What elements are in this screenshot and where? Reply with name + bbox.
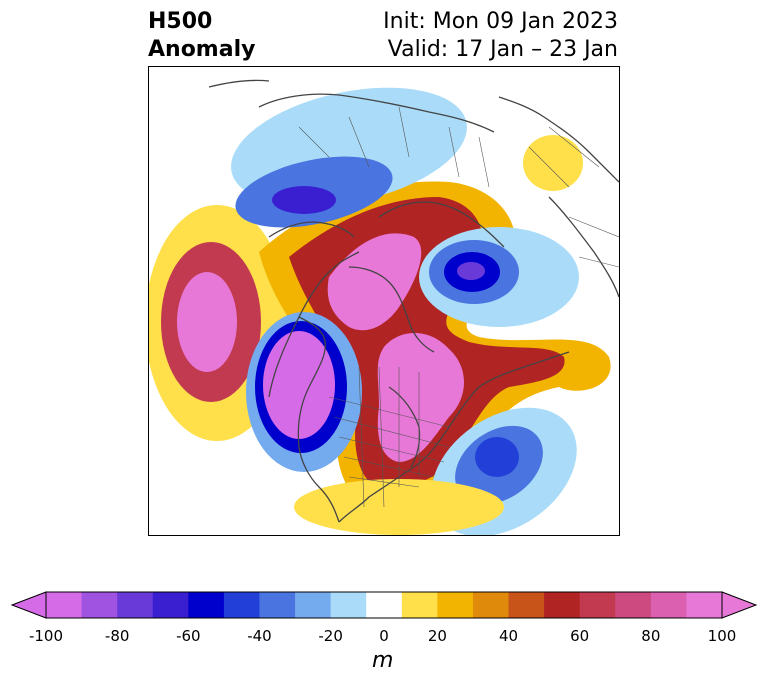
colorbar-segment	[152, 592, 189, 618]
valid-date: Valid: 17 Jan – 23 Jan	[387, 37, 618, 62]
colorbar-segment	[508, 592, 545, 618]
colorbar-tick-label: -40	[247, 627, 272, 645]
colorbar-tick-label: 80	[641, 627, 661, 645]
colorbar-segment	[117, 592, 154, 618]
colorbar	[10, 591, 758, 619]
colorbar-tick-label: 20	[427, 627, 447, 645]
colorbar-segment	[46, 592, 83, 618]
positive-anomaly-east	[523, 135, 583, 191]
negative-anomaly-siberia-core	[272, 186, 336, 214]
colorbar-segment	[295, 592, 332, 618]
colorbar-segment	[188, 592, 225, 618]
colorbar-tick-label: 60	[570, 627, 590, 645]
colorbar-segment	[579, 592, 616, 618]
colorbar-tick-label: -80	[104, 627, 130, 645]
colorbar-tick-label: 100	[707, 627, 737, 645]
colorbar-tick-label: -100	[28, 627, 64, 645]
colorbar-segment	[259, 592, 296, 618]
negative-anomaly-pacific-core	[263, 331, 335, 439]
colorbar-segment	[401, 592, 438, 618]
political-borders	[298, 106, 619, 508]
colorbar-segment	[615, 592, 652, 618]
init-date: Init: Mon 09 Jan 2023	[383, 9, 618, 34]
colorbar-segment	[472, 592, 510, 618]
positive-anomaly-north-pacific-max	[177, 272, 237, 372]
anomaly-map	[148, 66, 620, 536]
title-line-1: H500	[148, 9, 213, 34]
colorbar-segment	[81, 592, 118, 618]
colorbar-tick-label: -20	[318, 627, 343, 645]
colorbar-outline	[45, 591, 723, 619]
negative-anomaly-atlantic-core	[475, 437, 519, 477]
positive-anomaly-eastern-canada	[377, 333, 464, 462]
chart-title: H500 Anomaly	[148, 8, 255, 64]
anomaly-field	[149, 87, 611, 535]
colorbar-over-arrow	[721, 591, 758, 619]
positive-anomaly-canada	[327, 233, 422, 331]
colorbar-segment	[437, 592, 474, 618]
colorbar-segments	[46, 592, 723, 618]
title-line-2: Anomaly	[148, 37, 256, 62]
colorbar-segment	[650, 592, 687, 618]
colorbar-segment	[366, 592, 403, 618]
date-info: Init: Mon 09 Jan 2023 Valid: 17 Jan – 23…	[383, 8, 618, 64]
colorbar-segment	[544, 592, 581, 618]
negative-anomaly-arctic-max	[457, 262, 485, 280]
colorbar-tick-label: 40	[498, 627, 519, 645]
colorbar-segment	[686, 592, 723, 618]
colorbar-unit-label: m	[372, 648, 394, 673]
colorbar-segment	[330, 592, 367, 618]
positive-anomaly-south	[294, 479, 504, 535]
colorbar-under-arrow	[10, 591, 47, 619]
colorbar-tick-label: -60	[176, 627, 201, 645]
colorbar-tick-label: 0	[379, 627, 389, 645]
colorbar-segment	[223, 592, 260, 618]
